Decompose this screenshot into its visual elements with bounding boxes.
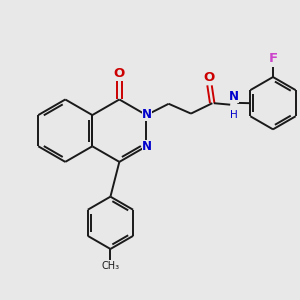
Text: H: H: [230, 110, 238, 120]
Text: CH₃: CH₃: [101, 262, 119, 272]
Text: N: N: [142, 140, 152, 153]
Text: O: O: [204, 70, 215, 84]
Text: O: O: [114, 67, 125, 80]
Text: F: F: [268, 52, 278, 64]
Text: N: N: [229, 90, 239, 103]
Text: N: N: [142, 108, 152, 121]
